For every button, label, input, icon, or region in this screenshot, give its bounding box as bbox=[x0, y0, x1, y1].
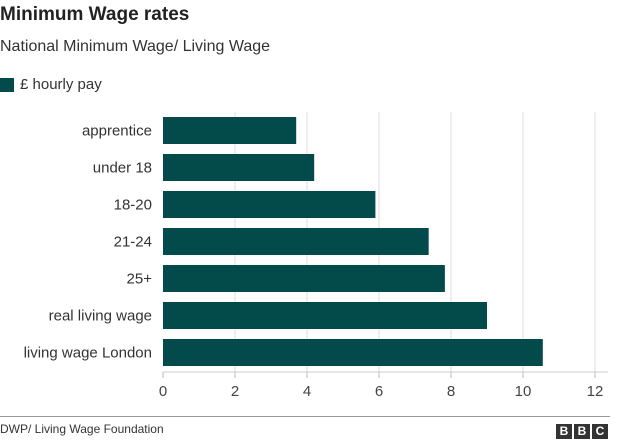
source-text: DWP/ Living Wage Foundation bbox=[0, 422, 164, 436]
x-tick-label: 6 bbox=[375, 383, 383, 400]
footer-divider bbox=[0, 416, 610, 417]
category-label: 18-20 bbox=[114, 197, 152, 214]
legend: £ hourly pay bbox=[0, 76, 102, 93]
bar-living-wage-London bbox=[163, 339, 543, 366]
x-tick-label: 2 bbox=[231, 383, 239, 400]
chart-subtitle: National Minimum Wage/ Living Wage bbox=[0, 38, 271, 55]
category-label: living wage London bbox=[24, 345, 152, 362]
chart-title: Minimum Wage rates bbox=[0, 4, 190, 25]
category-label: under 18 bbox=[93, 160, 152, 177]
x-tick-label: 12 bbox=[587, 383, 604, 400]
x-tick-label: 10 bbox=[515, 383, 532, 400]
x-tick-label: 0 bbox=[159, 383, 167, 400]
bar-18-20 bbox=[163, 191, 376, 218]
category-label: real living wage bbox=[49, 308, 152, 325]
category-label: 25+ bbox=[127, 271, 153, 288]
bar-apprentice bbox=[163, 117, 297, 144]
bar-21-24 bbox=[163, 228, 429, 255]
legend-label: £ hourly pay bbox=[20, 76, 102, 93]
x-tick-label: 4 bbox=[303, 383, 311, 400]
category-label: 21-24 bbox=[114, 234, 152, 251]
legend-swatch bbox=[0, 77, 14, 92]
bar-real-living-wage bbox=[163, 302, 487, 329]
x-tick-label: 8 bbox=[447, 383, 455, 400]
bar-25- bbox=[163, 265, 445, 292]
category-label: apprentice bbox=[82, 123, 152, 140]
bar-under-18 bbox=[163, 154, 315, 181]
